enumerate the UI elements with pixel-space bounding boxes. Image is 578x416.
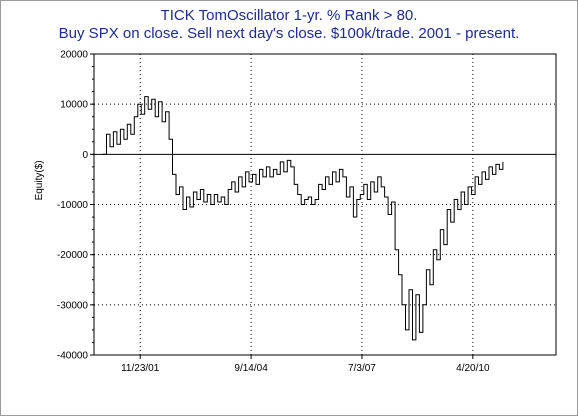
x-tick-label: 11/23/01 bbox=[121, 363, 160, 374]
y-axis-title: Equity($) bbox=[34, 160, 45, 200]
y-tick-label: -40000 bbox=[57, 351, 89, 362]
y-tick-label: 0 bbox=[82, 150, 88, 161]
plot-area-border bbox=[93, 53, 557, 356]
y-tick-label: 10000 bbox=[60, 100, 88, 111]
x-tick-label: 7/3/07 bbox=[348, 363, 376, 374]
x-tick-label: 4/20/10 bbox=[456, 363, 490, 374]
equity-series-line bbox=[103, 96, 504, 341]
y-tick-label: 20000 bbox=[60, 50, 88, 61]
chart-subtitle: Buy SPX on close. Sell next day's close.… bbox=[58, 25, 520, 42]
y-tick-label: -30000 bbox=[57, 300, 89, 311]
y-tick-label: -20000 bbox=[57, 250, 89, 261]
chart-title: TICK TomOscillator 1-yr. % Rank > 80. bbox=[160, 7, 418, 24]
x-tick-label: 9/14/04 bbox=[234, 363, 268, 374]
y-tick-label: -10000 bbox=[57, 200, 89, 211]
